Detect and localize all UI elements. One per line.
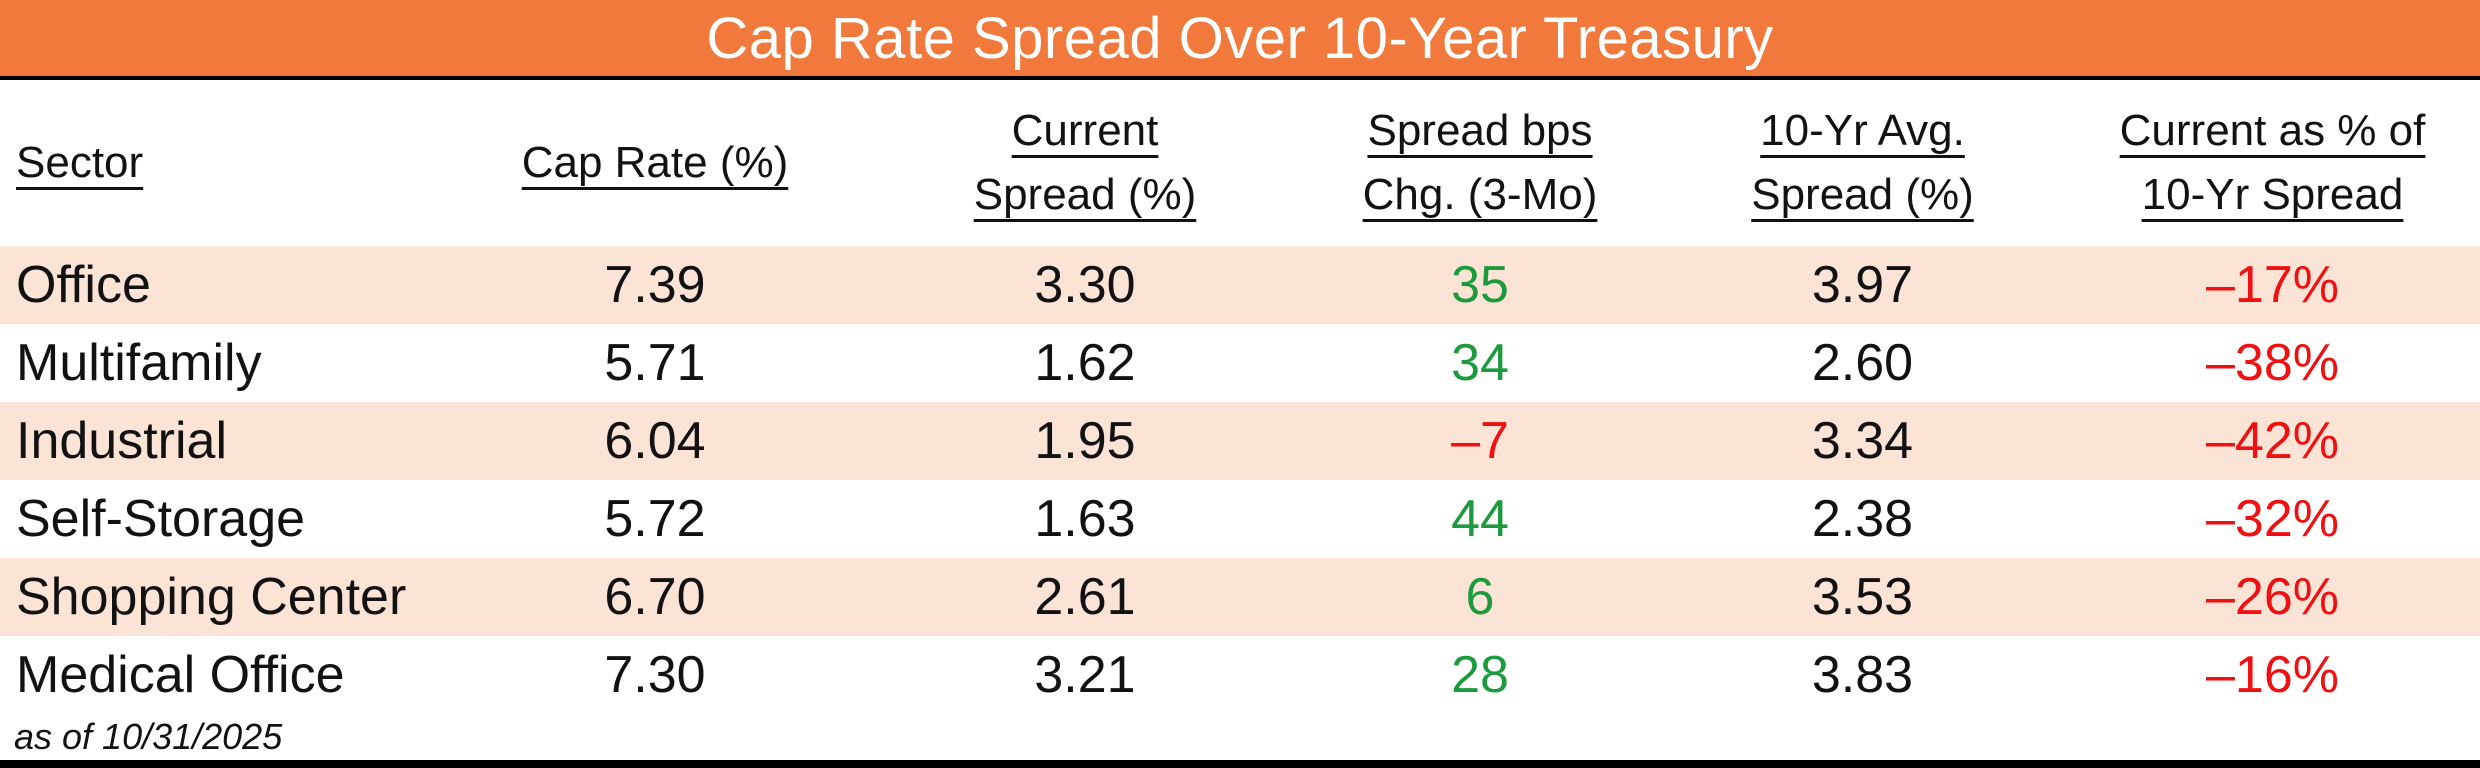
bps-chg-cell: 35 — [1451, 256, 1509, 314]
column-header-bps-chg: Spread bps Chg. (3-Mo) — [1300, 80, 1660, 246]
table-row: Medical Office 7.30 3.21 28 3.83 –16% — [0, 636, 2480, 714]
pct-of-10yr-cell: –42% — [2206, 412, 2339, 470]
header-row: Sector Cap Rate (%) Current Spread (%) S… — [0, 80, 2480, 246]
current-spread-cell: 3.30 — [1034, 256, 1136, 314]
pct-of-10yr-cell: –38% — [2206, 334, 2339, 392]
bps-chg-cell: 34 — [1451, 334, 1509, 392]
column-header-avg-spread: 10-Yr Avg. Spread (%) — [1660, 80, 2065, 246]
avg-spread-cell: 3.83 — [1811, 646, 1914, 704]
column-header-sector: Sector — [0, 80, 440, 246]
cap-rate-cell: 5.72 — [604, 490, 706, 548]
column-header-label: Current as % of 10-Yr Spread — [2119, 106, 2426, 219]
column-header-cap-rate: Cap Rate (%) — [440, 80, 870, 246]
column-header-label: Current Spread (%) — [973, 106, 1197, 219]
sector-cell: Industrial — [16, 412, 227, 470]
column-header-current-spread: Current Spread (%) — [870, 80, 1300, 246]
avg-spread-cell: 2.60 — [1811, 334, 1914, 392]
sector-cell: Office — [16, 256, 151, 314]
current-spread-cell: 1.62 — [1034, 334, 1136, 392]
pct-of-10yr-cell: –26% — [2206, 568, 2339, 626]
cap-rate-cell: 7.39 — [604, 256, 706, 314]
cap-rate-cell: 6.04 — [604, 412, 706, 470]
pct-of-10yr-cell: –16% — [2206, 646, 2339, 704]
cap-rate-cell: 6.70 — [604, 568, 706, 626]
sector-cell: Self-Storage — [16, 490, 306, 548]
current-spread-cell: 3.21 — [1034, 646, 1136, 704]
sector-cell: Multifamily — [16, 334, 262, 392]
bottom-border-bar — [0, 760, 2480, 768]
avg-spread-cell: 3.97 — [1811, 256, 1914, 314]
sector-cell: Shopping Center — [16, 568, 407, 626]
table-row: Multifamily 5.71 1.62 34 2.60 –38% — [0, 324, 2480, 402]
column-header-label: Cap Rate (%) — [521, 138, 789, 188]
title-bar: Cap Rate Spread Over 10-Year Treasury — [0, 0, 2480, 80]
as-of-date: as of 10/31/2025 — [14, 716, 283, 757]
avg-spread-cell: 3.34 — [1811, 412, 1914, 470]
column-header-label: Sector — [16, 138, 144, 188]
bps-chg-cell: 44 — [1451, 490, 1509, 548]
pct-of-10yr-cell: –17% — [2206, 256, 2339, 314]
avg-spread-cell: 3.53 — [1811, 568, 1914, 626]
current-spread-cell: 1.95 — [1034, 412, 1136, 470]
table-row: Industrial 6.04 1.95 –7 3.34 –42% — [0, 402, 2480, 480]
cap-rate-table: Sector Cap Rate (%) Current Spread (%) S… — [0, 80, 2480, 714]
column-header-label: 10-Yr Avg. Spread (%) — [1751, 106, 1974, 219]
table-row: Office 7.39 3.30 35 3.97 –17% — [0, 246, 2480, 324]
current-spread-cell: 2.61 — [1034, 568, 1136, 626]
page-title: Cap Rate Spread Over 10-Year Treasury — [706, 5, 1774, 71]
bps-chg-cell: 6 — [1465, 568, 1495, 626]
cap-rate-cell: 7.30 — [604, 646, 706, 704]
pct-of-10yr-cell: –32% — [2206, 490, 2339, 548]
cap-rate-cell: 5.71 — [604, 334, 706, 392]
bps-chg-cell: –7 — [1451, 412, 1509, 470]
sector-cell: Medical Office — [16, 646, 345, 704]
column-header-pct-of-10yr: Current as % of 10-Yr Spread — [2065, 80, 2480, 246]
table-row: Shopping Center 6.70 2.61 6 3.53 –26% — [0, 558, 2480, 636]
table-row: Self-Storage 5.72 1.63 44 2.38 –32% — [0, 480, 2480, 558]
column-header-label: Spread bps Chg. (3-Mo) — [1362, 106, 1598, 219]
avg-spread-cell: 2.38 — [1811, 490, 1914, 548]
footnote-row: as of 10/31/2025 — [0, 714, 2480, 760]
current-spread-cell: 1.63 — [1034, 490, 1136, 548]
bps-chg-cell: 28 — [1451, 646, 1509, 704]
